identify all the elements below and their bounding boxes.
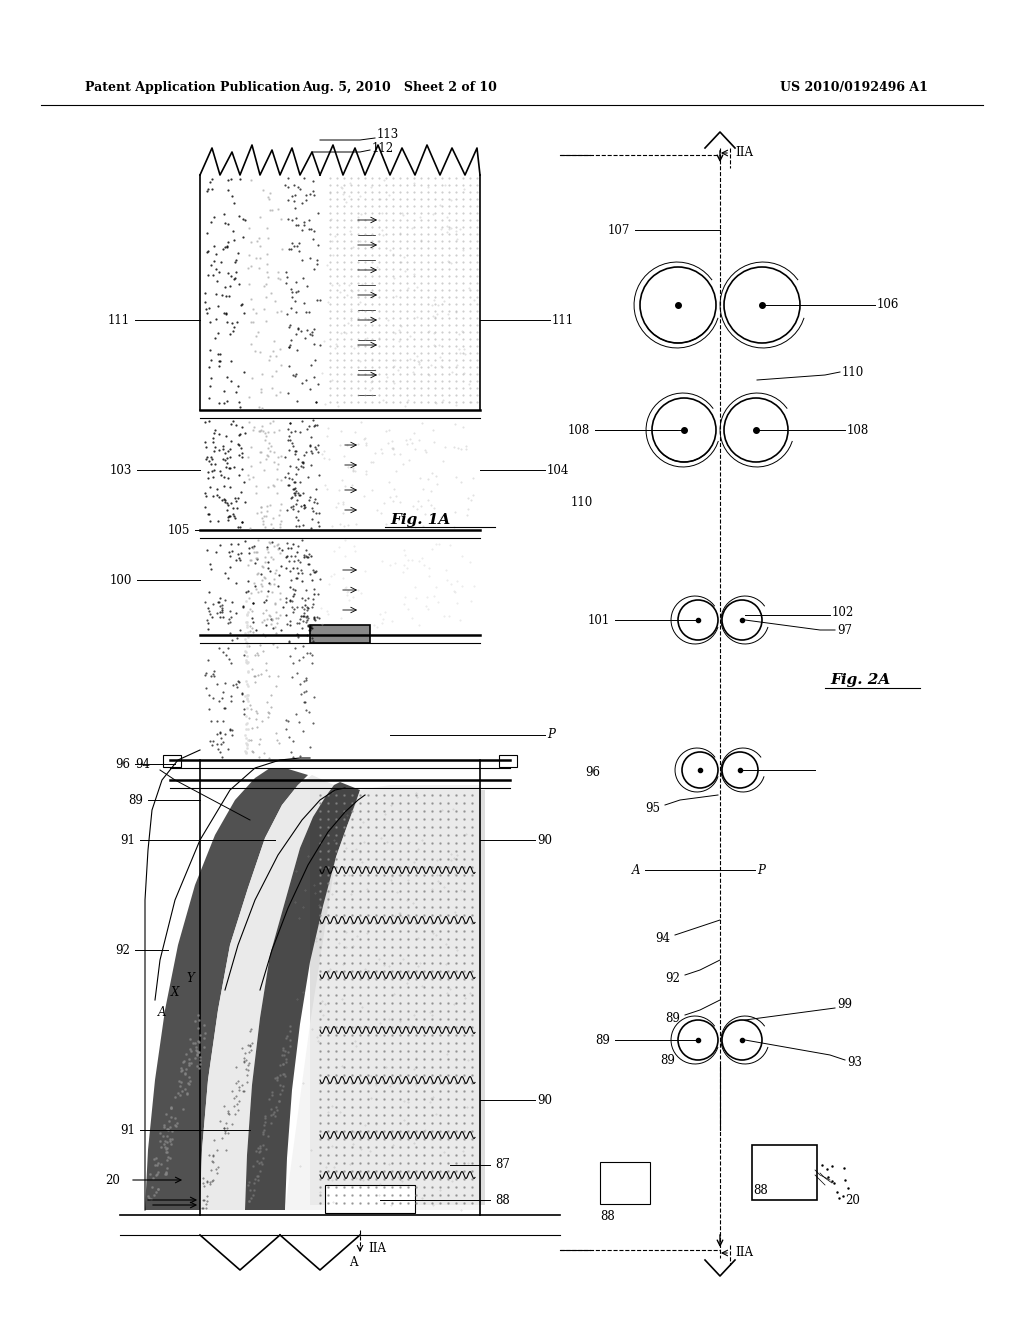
Text: P: P (547, 729, 555, 742)
Text: 89: 89 (595, 1034, 610, 1047)
Text: 90: 90 (537, 1093, 552, 1106)
Text: 112: 112 (372, 141, 394, 154)
Text: 91: 91 (120, 1123, 135, 1137)
Text: 87: 87 (495, 1159, 510, 1172)
Text: A: A (632, 863, 640, 876)
Text: 97: 97 (837, 623, 852, 636)
Text: Aug. 5, 2010   Sheet 2 of 10: Aug. 5, 2010 Sheet 2 of 10 (302, 82, 498, 95)
Bar (752, 1144, 817, 1200)
Text: 89: 89 (666, 1011, 680, 1024)
Bar (325, 1185, 415, 1213)
Text: 95: 95 (645, 801, 660, 814)
Text: 96: 96 (585, 766, 600, 779)
Text: 103: 103 (110, 463, 132, 477)
Text: Patent Application Publication: Patent Application Publication (85, 82, 300, 95)
Text: 93: 93 (847, 1056, 862, 1068)
Text: 101: 101 (588, 614, 610, 627)
Bar (163, 755, 181, 767)
Text: 20: 20 (845, 1193, 860, 1206)
Bar (499, 755, 517, 767)
Text: 92: 92 (115, 944, 130, 957)
Text: A: A (349, 1255, 357, 1269)
Text: Fig. 2A: Fig. 2A (830, 673, 890, 686)
Text: 88: 88 (600, 1209, 614, 1222)
Text: 104: 104 (547, 463, 569, 477)
Text: 89: 89 (660, 1053, 676, 1067)
Text: 106: 106 (877, 298, 899, 312)
Text: Fig. 1A: Fig. 1A (390, 513, 451, 527)
Text: 108: 108 (567, 424, 590, 437)
Text: 110: 110 (842, 366, 864, 379)
Text: 91: 91 (120, 833, 135, 846)
Text: 99: 99 (837, 998, 852, 1011)
Text: 94: 94 (135, 759, 150, 771)
Text: 88: 88 (753, 1184, 768, 1196)
Text: Y: Y (186, 972, 194, 985)
Polygon shape (145, 768, 308, 1210)
Text: IIA: IIA (735, 145, 753, 158)
Text: 113: 113 (377, 128, 399, 141)
Text: 108: 108 (847, 424, 869, 437)
Polygon shape (200, 775, 334, 1210)
Text: 100: 100 (110, 573, 132, 586)
Bar (600, 1162, 650, 1204)
Text: 111: 111 (552, 314, 574, 326)
Text: 20: 20 (105, 1173, 120, 1187)
Text: 92: 92 (666, 972, 680, 985)
Text: 105: 105 (168, 524, 190, 536)
Polygon shape (245, 781, 360, 1210)
Bar (310, 789, 485, 1205)
Text: IIA: IIA (735, 1246, 753, 1259)
Text: 102: 102 (831, 606, 854, 619)
Text: 111: 111 (108, 314, 130, 326)
Text: IIA: IIA (368, 1242, 386, 1254)
Bar (310, 624, 370, 643)
Text: 94: 94 (655, 932, 670, 945)
Text: 90: 90 (537, 833, 552, 846)
Text: X: X (171, 986, 179, 999)
Text: A: A (158, 1006, 166, 1019)
Text: 110: 110 (570, 495, 593, 508)
Text: 88: 88 (495, 1193, 510, 1206)
Polygon shape (285, 785, 480, 1210)
Text: P: P (757, 863, 765, 876)
Text: US 2010/0192496 A1: US 2010/0192496 A1 (780, 82, 928, 95)
Text: 107: 107 (607, 223, 630, 236)
Text: 96: 96 (115, 758, 130, 771)
Text: 89: 89 (128, 793, 143, 807)
